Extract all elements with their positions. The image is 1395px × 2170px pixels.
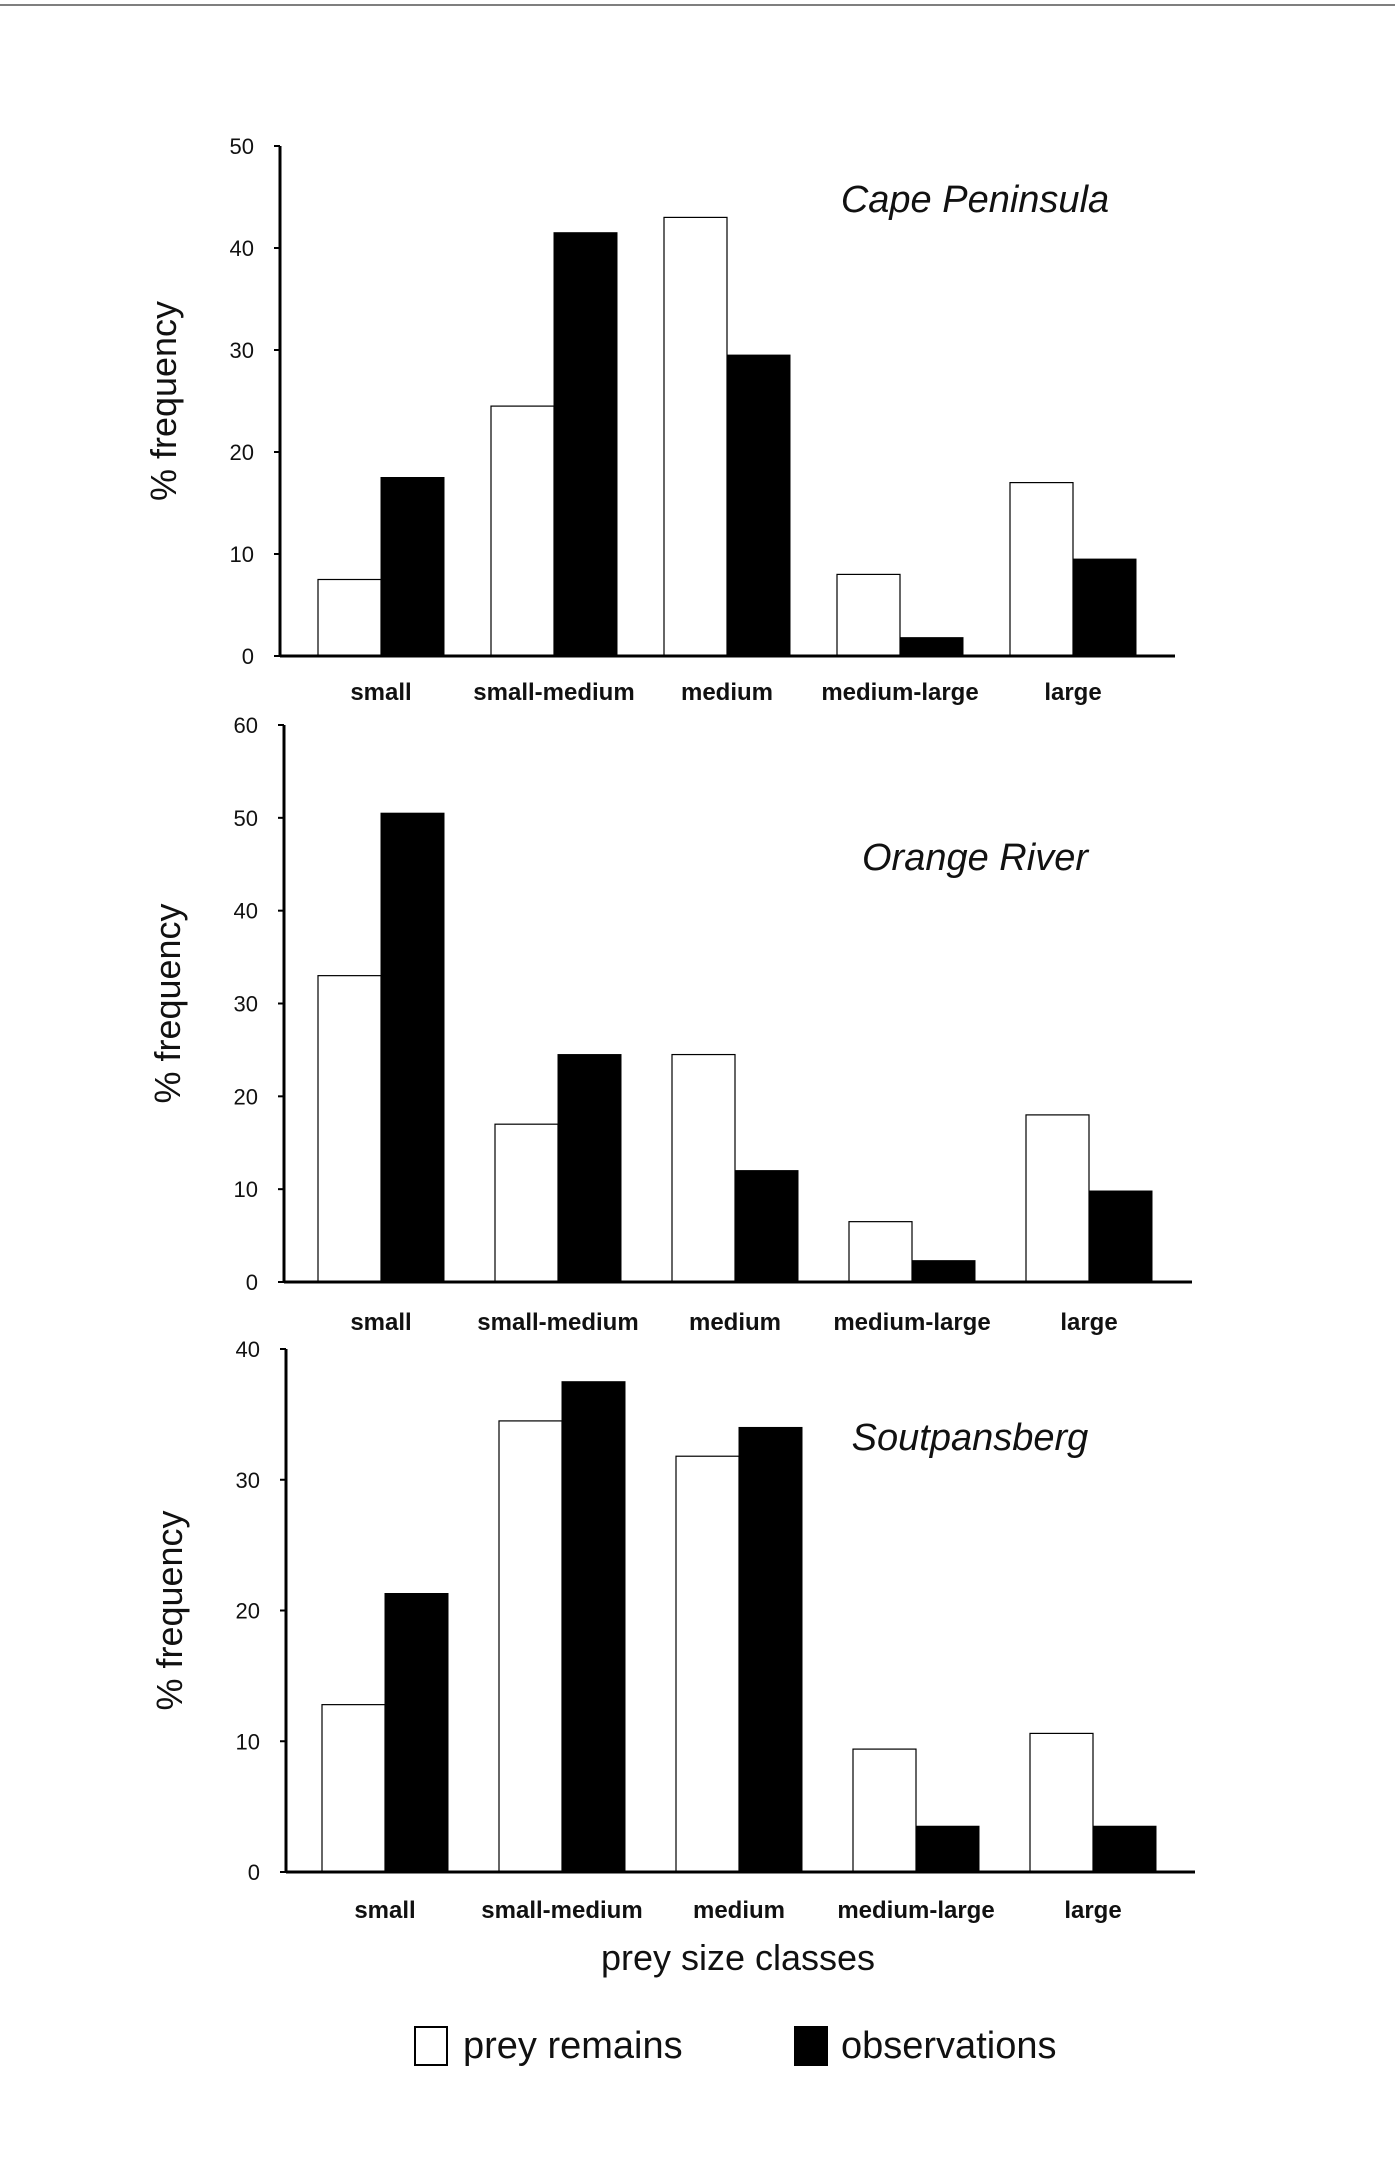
bar-prey-remains-small-medium (498, 1420, 563, 1873)
x-tick-label-small-medium: small-medium (477, 1309, 638, 1336)
bar-prey-remains-medium-large (848, 1221, 913, 1283)
bar-observations-medium-large (915, 1825, 980, 1873)
bar-prey-remains-medium-large (852, 1748, 917, 1873)
x-tick-label-medium-large: medium-large (833, 1309, 990, 1336)
legend-label-prey-remains: prey remains (463, 2025, 683, 2067)
y-tick-label: 30 (234, 992, 258, 1017)
bar-observations-small-medium (561, 1381, 626, 1873)
y-tick-label: 10 (230, 542, 254, 567)
panels: small small-medium medium medium-large large… (143, 134, 1195, 1924)
chart-panel-cape-peninsula: small small-medium medium medium-large large… (143, 134, 1175, 706)
x-tick-label-large: large (1064, 1897, 1121, 1924)
y-tick-label: 40 (234, 899, 258, 924)
panel-title-orange-river: Orange River (862, 837, 1089, 879)
y-tick-label: 20 (234, 1084, 258, 1109)
bar-observations-small-medium (553, 232, 618, 657)
x-tick-label-medium-large: medium-large (837, 1897, 994, 1924)
y-tick-label: 10 (234, 1177, 258, 1202)
legend-label-observations: observations (841, 2025, 1056, 2067)
bar-prey-remains-large (1029, 1732, 1094, 1873)
y-tick-label: 50 (234, 806, 258, 831)
x-tick-label-small: small (350, 1309, 411, 1336)
bar-prey-remains-small-medium (494, 1123, 559, 1283)
y-tick-label: 20 (230, 440, 254, 465)
y-tick-label: 0 (246, 1270, 258, 1295)
y-tick-label: 40 (230, 236, 254, 261)
y-tick-label: 30 (230, 338, 254, 363)
x-tick-label-small-medium: small-medium (481, 1897, 642, 1924)
bar-prey-remains-small-medium (490, 405, 555, 657)
legend-swatch-observations (794, 2026, 828, 2066)
x-tick-label-small: small (350, 679, 411, 706)
y-tick-label: 50 (230, 134, 254, 159)
legend-swatch-prey-remains (414, 2026, 448, 2066)
bar-observations-small (380, 477, 445, 657)
y-tick-label: 40 (236, 1337, 260, 1362)
y-tick-label: 0 (242, 644, 254, 669)
bar-prey-remains-medium (671, 1053, 736, 1283)
bar-observations-medium (738, 1426, 803, 1873)
bar-prey-remains-medium-large (836, 573, 901, 657)
bar-observations-medium (734, 1170, 799, 1283)
bar-prey-remains-small (317, 578, 382, 657)
x-tick-label-small: small (354, 1897, 415, 1924)
bar-observations-medium (726, 354, 791, 657)
x-tick-label-medium: medium (693, 1897, 785, 1924)
x-axis-label: prey size classes (601, 1937, 875, 1978)
x-tick-label-medium: medium (689, 1309, 781, 1336)
bar-observations-medium-large (899, 637, 964, 657)
y-tick-label: 20 (236, 1599, 260, 1624)
chart-panel-orange-river: small small-medium medium medium-large large… (147, 713, 1192, 1336)
bar-observations-small-medium (557, 1054, 622, 1283)
x-tick-label-medium: medium (681, 679, 773, 706)
y-axis-label: % frequency (149, 1510, 190, 1710)
y-tick-label: 30 (236, 1468, 260, 1493)
bar-prey-remains-medium (675, 1455, 740, 1873)
y-axis-label: % frequency (143, 301, 184, 501)
x-tick-label-large: large (1060, 1309, 1117, 1336)
bar-prey-remains-large (1009, 482, 1074, 657)
bar-observations-large (1088, 1190, 1153, 1283)
bar-observations-small (384, 1593, 449, 1873)
panel-title-cape-peninsula: Cape Peninsula (841, 179, 1109, 221)
bar-observations-small (380, 812, 445, 1283)
legend: prey remains observations (414, 2025, 1056, 2067)
bar-prey-remains-large (1025, 1114, 1090, 1283)
y-tick-label: 10 (236, 1729, 260, 1754)
bar-prey-remains-medium (663, 216, 728, 657)
panel-title-soutpansberg: Soutpansberg (852, 1417, 1089, 1459)
x-tick-label-medium-large: medium-large (821, 679, 978, 706)
bar-observations-medium-large (911, 1260, 976, 1283)
x-tick-label-large: large (1044, 679, 1101, 706)
y-tick-label: 60 (234, 713, 258, 738)
y-tick-label: 0 (248, 1860, 260, 1885)
bar-prey-remains-small (317, 975, 382, 1283)
chart-panel-soutpansberg: small small-medium medium medium-large large… (149, 1337, 1195, 1924)
bar-prey-remains-small (321, 1704, 386, 1873)
x-tick-label-small-medium: small-medium (473, 679, 634, 706)
y-axis-label: % frequency (147, 903, 188, 1103)
bar-observations-large (1092, 1825, 1157, 1873)
bar-observations-large (1072, 558, 1137, 657)
